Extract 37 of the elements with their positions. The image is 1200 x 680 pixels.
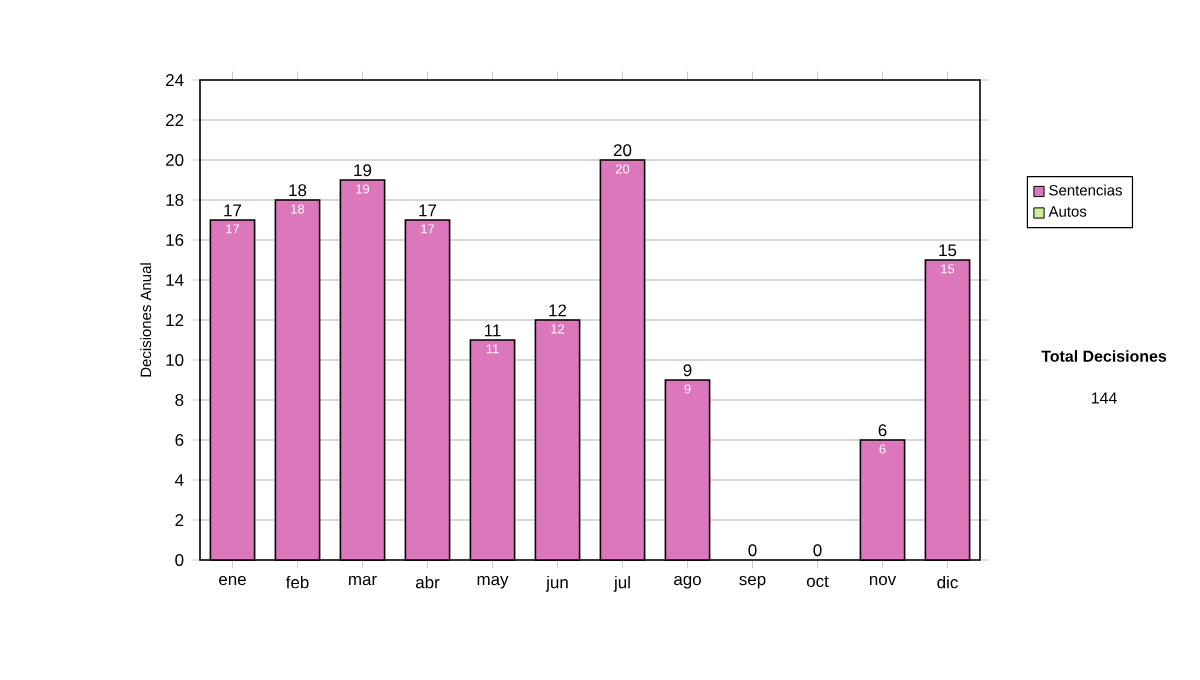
total-label: 12 <box>549 304 567 317</box>
x-tick-label: ene <box>219 575 246 586</box>
y-tick-label: 22 <box>166 114 184 126</box>
total-label: 17 <box>419 204 437 217</box>
x-tick-label: dic <box>937 575 958 589</box>
total-label: 0 <box>748 544 757 557</box>
y-tick-label: 14 <box>166 274 184 286</box>
y-tick-label: 0 <box>175 554 184 566</box>
x-tick-label: nov <box>869 575 897 586</box>
total-label: 18 <box>289 184 307 197</box>
x-tick-label: ago <box>674 575 701 589</box>
y-tick-label: 20 <box>166 154 184 166</box>
total-label: 9 <box>683 364 692 377</box>
y-tick-label: 4 <box>175 474 184 486</box>
x-tick-label: may <box>477 575 509 589</box>
y-tick-label: 6 <box>175 434 184 446</box>
x-tick-label: oct <box>806 575 829 588</box>
y-tick-label: 12 <box>166 314 184 326</box>
total-label: 20 <box>613 144 632 157</box>
x-tick-label: jul <box>613 575 630 592</box>
y-tick-label: 24 <box>166 74 184 86</box>
x-tick-label: jun <box>545 575 568 592</box>
x-tick-label: mar <box>349 575 377 586</box>
y-tick-label: 8 <box>175 394 184 406</box>
x-tick-label: feb <box>285 575 309 589</box>
total-label: 11 <box>484 324 501 337</box>
total-label: 19 <box>354 164 372 177</box>
total-label: 6 <box>878 424 887 437</box>
x-tick-label: sep <box>739 575 766 589</box>
total-label: 17 <box>224 204 242 217</box>
x-tick-label: abr <box>415 575 440 589</box>
total-label: 15 <box>939 244 957 257</box>
y-tick-label: 16 <box>166 234 184 246</box>
y-tick-label: 10 <box>166 354 184 366</box>
y-tick-label: 18 <box>166 194 184 206</box>
total-label: 0 <box>813 544 822 557</box>
y-tick-label: 2 <box>175 514 184 526</box>
